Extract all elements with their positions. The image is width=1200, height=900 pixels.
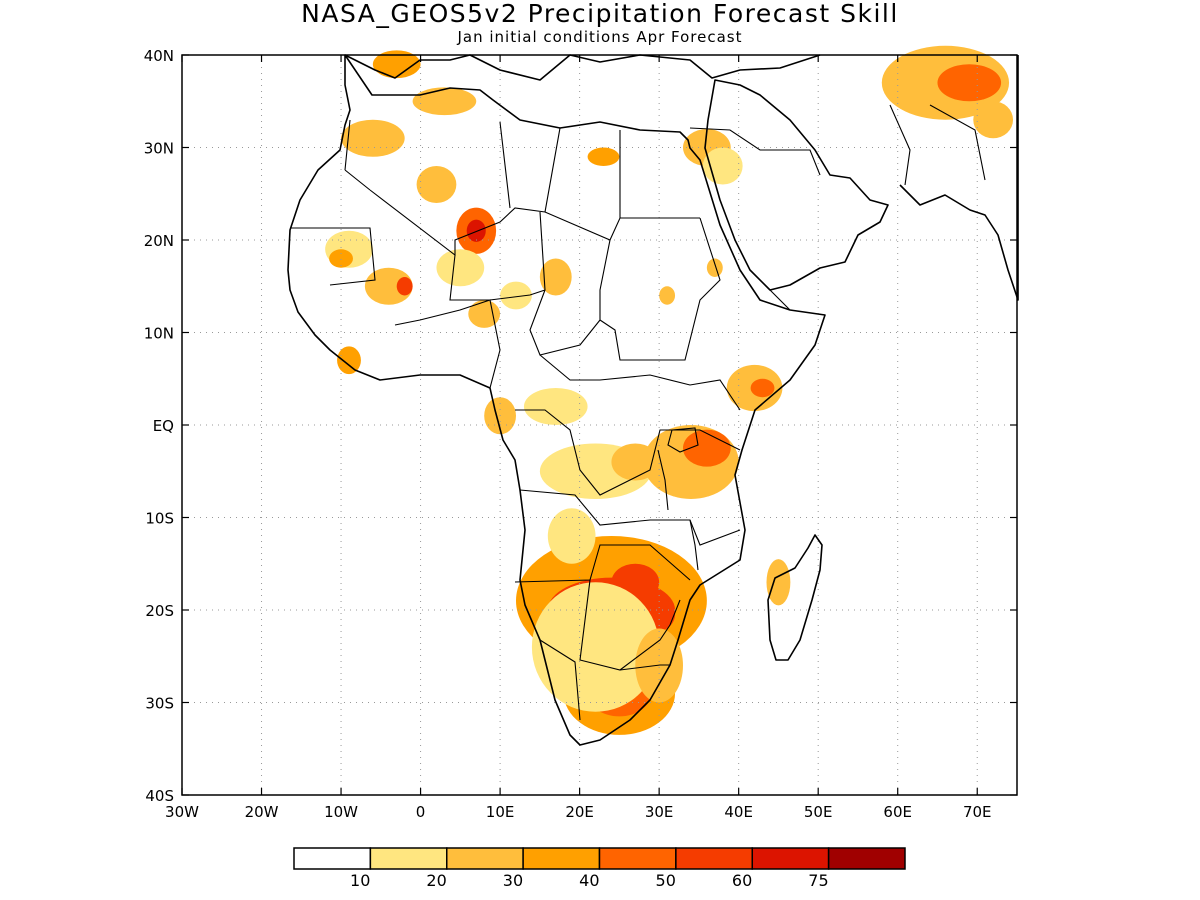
skill-contour-region [341,119,405,157]
skill-contour-region [973,101,1014,139]
border-line [290,227,376,286]
colorbar-label: 60 [732,871,752,890]
colorbar-swatch [522,847,601,870]
colorbar-label: 10 [350,871,370,890]
colorbar-swatch [751,847,830,870]
colorbar-swatch [446,847,524,870]
africa-coastline [287,54,826,746]
border-line [519,489,741,546]
border-line [539,354,741,411]
mediterranean-north-coast [344,54,821,81]
skill-contour-region [937,64,1002,102]
lon-tick-label: 20E [565,803,594,821]
border-line [579,579,681,671]
border-line [689,127,821,311]
skill-contour-region [412,87,477,116]
border-line [515,409,741,496]
lat-tick-label: 20S [145,602,174,620]
colorbar-swatch [675,847,753,870]
colorbar-label: 50 [656,871,676,890]
lat-tick-label: 30N [144,140,174,158]
colorbar-swatch [293,847,372,870]
border-line [889,104,986,186]
skill-contour-region [547,508,596,564]
border-line [514,544,691,583]
lon-tick-label: 0 [416,803,426,821]
colorbar: 10 20 30 40 50 60 75 [293,847,906,890]
colorbar-swatch [827,847,906,870]
lon-tick-label: 70E [963,803,992,821]
skill-contour-region [766,559,791,606]
skill-contour-region [500,281,532,310]
coastline-layer [287,54,1019,746]
lon-tick-label: 30E [645,803,674,821]
skill-contour-region [659,286,676,305]
skill-contour-region [436,249,485,287]
skill-contour-region [706,258,723,277]
border-line [539,639,670,721]
lat-tick-label: 10N [144,325,174,343]
skill-contour-region [396,277,413,296]
colorbar-label: 75 [808,871,828,890]
colorbar-label: 40 [579,871,599,890]
map-subtitle: Jan initial conditions Apr Forecast [457,28,743,46]
map-title: NASA_GEOS5v2 Precipitation Forecast Skil… [301,0,899,28]
skill-contour-region [372,50,421,79]
lat-tick-label: 40S [145,787,174,805]
skill-contour-region [587,147,620,166]
border-line [369,189,700,257]
skill-shading-layer [325,45,1014,735]
skill-contour-region [468,300,501,328]
colorbar-swatch [369,847,448,870]
lat-tick-label: 20N [144,232,174,250]
arabia-coastline [704,79,889,291]
lon-tick-label: 40E [724,803,753,821]
madagascar-coastline [767,534,823,661]
border-line [499,121,621,218]
lat-tick-label: EQ [153,417,174,435]
lon-tick-label: 10E [486,803,515,821]
skill-contour-region [364,267,413,305]
skill-contour-region [523,388,588,425]
lake-victoria-outline [667,427,699,453]
country-borders-layer [290,104,986,721]
lon-tick-label: 20W [245,803,279,821]
skill-contour-region [702,147,743,185]
border-line [529,211,611,356]
skill-contour-region [416,166,457,203]
lon-tick-label: 60E [883,803,912,821]
lake-tanganyika-outline [657,449,669,511]
lat-tick-label: 30S [145,695,174,713]
border-line [394,299,501,389]
skill-contour-region [337,346,361,375]
skill-contour-region [539,258,572,296]
colorbar-label: 20 [426,871,446,890]
axis-ticks-layer: 30W 20W 10W 0 10E 20E 30E 40E 50E 60E 70E 40N 30N 20N… [144,47,1017,821]
colorbar-swatch [598,847,677,870]
asia-coastline [899,55,1019,301]
lat-tick-label: 10S [145,510,174,528]
lon-tick-label: 30W [165,803,199,821]
skill-contour-region [750,378,775,398]
colorbar-label: 30 [503,871,523,890]
border-line [599,217,721,361]
border-line [344,119,371,191]
skill-contour-region [531,582,660,712]
skill-contour-region [329,249,353,268]
skill-contour-region [466,219,486,242]
lon-tick-label: 50E [804,803,833,821]
lon-tick-label: 10W [324,803,358,821]
lat-tick-label: 40N [144,47,174,65]
lake-malawi-outline [689,519,699,571]
